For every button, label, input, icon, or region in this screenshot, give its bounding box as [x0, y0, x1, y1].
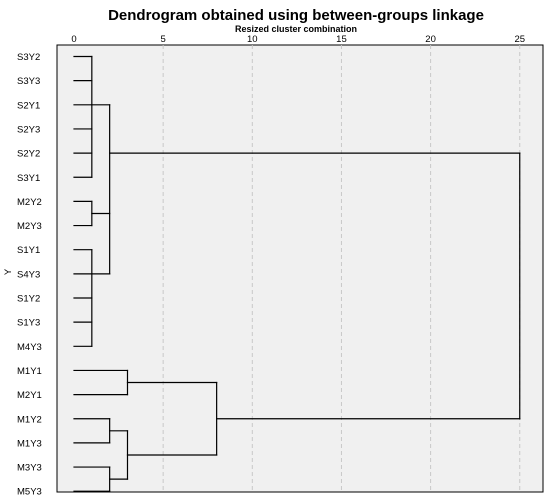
leaf-label-m5y3: M5Y3 [17, 487, 42, 498]
x-axis-label: Resized cluster combination [235, 24, 357, 34]
leaf-label-m2y2: M2Y2 [17, 197, 42, 208]
y-axis-label: Y [3, 268, 14, 275]
x-tick-label-25: 25 [514, 34, 525, 45]
x-tick-label-10: 10 [247, 34, 258, 45]
leaf-label-s2y2: S2Y2 [17, 149, 40, 160]
leaf-label-s1y2: S1Y2 [17, 294, 40, 305]
leaf-label-s1y1: S1Y1 [17, 245, 40, 256]
leaf-label-m2y1: M2Y1 [17, 390, 42, 401]
x-tick-label-20: 20 [425, 34, 436, 45]
leaf-label-s3y2: S3Y2 [17, 52, 40, 63]
chart-title: Dendrogram obtained using between-groups… [108, 7, 484, 24]
x-tick-label-15: 15 [336, 34, 347, 45]
leaf-label-m1y3: M1Y3 [17, 438, 42, 449]
leaf-labels: S3Y2 S3Y3 S2Y1 S2Y3 S2Y2 S3Y1 M2Y2 M2Y3 S1Y1 S4Y3… [17, 52, 42, 498]
leaf-label-s4y3: S4Y3 [17, 269, 40, 280]
leaf-label-s2y1: S2Y1 [17, 100, 40, 111]
x-tick-label-0: 0 [71, 34, 76, 45]
leaf-label-s1y3: S1Y3 [17, 318, 40, 329]
leaf-label-m3y3: M3Y3 [17, 463, 42, 474]
x-tick-label-5: 5 [161, 34, 166, 45]
leaf-label-s3y3: S3Y3 [17, 76, 40, 87]
leaf-label-m1y1: M1Y1 [17, 366, 42, 377]
dendrogram-links [73, 55, 521, 492]
leaf-label-s2y3: S2Y3 [17, 124, 40, 135]
leaf-label-m4y3: M4Y3 [17, 342, 42, 353]
plot-area [56, 44, 544, 493]
leaf-label-s3y1: S3Y1 [17, 173, 40, 184]
leaf-label-m1y2: M1Y2 [17, 414, 42, 425]
leaf-label-m2y3: M2Y3 [17, 221, 42, 232]
x-axis-ticks: 0 5 10 15 20 25 [71, 34, 525, 45]
